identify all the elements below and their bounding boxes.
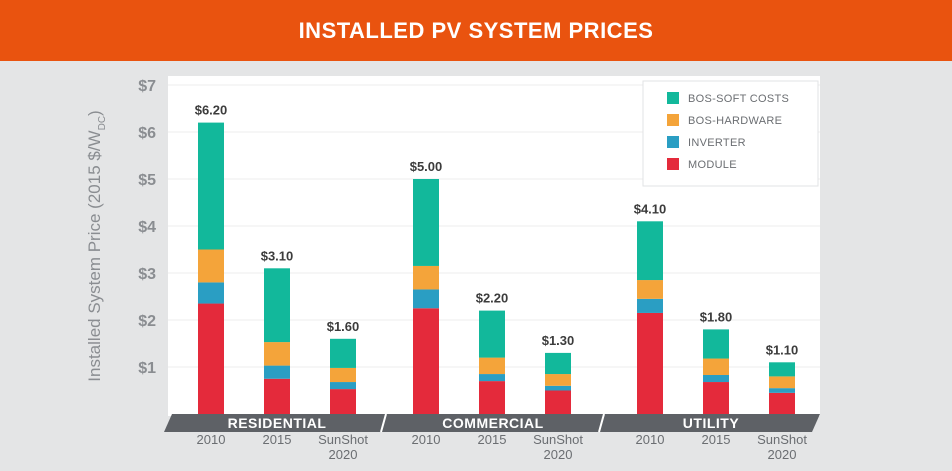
inverter-segment [769, 388, 795, 393]
module-segment [769, 392, 795, 414]
x-tick-label: 2020 [329, 447, 358, 462]
title-banner: INSTALLED PV SYSTEM PRICES [0, 0, 952, 61]
category-band: RESIDENTIAL COMMERCIAL UTILITY [164, 413, 820, 433]
bos-soft-costs-segment [545, 352, 571, 375]
category-label: COMMERCIAL [442, 415, 543, 431]
bos-hardware-segment [637, 280, 663, 299]
x-tick-label: 2015 [702, 432, 731, 447]
bar-total-label: $2.20 [476, 291, 509, 306]
inverter-segment [545, 385, 571, 391]
module-segment [703, 382, 729, 414]
y-axis-label-main: Installed System Price (2015 $/W [85, 130, 104, 381]
bos-soft-costs-segment [330, 338, 356, 368]
legend-swatch [667, 158, 679, 170]
bos-hardware-segment [769, 376, 795, 389]
module-segment [637, 312, 663, 414]
bos-soft-costs-segment [703, 329, 729, 359]
legend-swatch [667, 114, 679, 126]
bos-soft-costs-segment [769, 362, 795, 377]
module-segment [198, 303, 224, 414]
bar-total-label: $5.00 [410, 159, 443, 174]
category-band-background [164, 414, 820, 432]
module-segment [264, 378, 290, 414]
bar-total-label: $1.30 [542, 333, 575, 348]
inverter-segment [637, 298, 663, 313]
x-tick-label: 2010 [412, 432, 441, 447]
x-tick-label: SunShot [533, 432, 583, 447]
bos-hardware-segment [545, 374, 571, 386]
bos-soft-costs-segment [637, 221, 663, 281]
y-axis-ticks: $1 $2 $3 $4 $5 $6 $7 [138, 78, 156, 377]
y-tick-label: $4 [138, 219, 156, 236]
stacked-bar-chart: $1 $2 $3 $4 $5 $6 $7 Installed System Price (2… [0, 61, 952, 471]
x-tick-label: SunShot [318, 432, 368, 447]
legend-label: MODULE [688, 159, 737, 171]
y-tick-label: $2 [138, 313, 156, 330]
legend: BOS-SOFT COSTS BOS-HARDWARE INVERTER MODULE [642, 80, 819, 187]
y-tick-label: $1 [138, 360, 156, 377]
legend-swatch [667, 136, 679, 148]
legend-label: INVERTER [688, 137, 746, 149]
module-segment [330, 389, 356, 414]
module-segment [479, 381, 505, 414]
legend-label: BOS-HARDWARE [688, 115, 782, 127]
bos-soft-costs-segment [198, 122, 224, 250]
inverter-segment [479, 374, 505, 382]
bos-hardware-segment [264, 342, 290, 366]
chart-title: INSTALLED PV SYSTEM PRICES [298, 17, 654, 43]
x-tick-label: 2015 [478, 432, 507, 447]
bos-soft-costs-segment [479, 310, 505, 358]
y-axis-label-subscript: DC [97, 116, 108, 130]
module-segment [413, 308, 439, 414]
bar-total-label: $6.20 [195, 103, 228, 118]
y-tick-label: $5 [138, 172, 156, 189]
inverter-segment [703, 374, 729, 383]
inverter-segment [330, 382, 356, 390]
bos-hardware-segment [703, 358, 729, 375]
inverter-segment [413, 289, 439, 309]
y-tick-label: $6 [138, 125, 156, 142]
y-axis-label-close: ) [85, 110, 104, 116]
bar-total-label: $1.80 [700, 309, 733, 324]
x-tick-label: SunShot [757, 432, 807, 447]
bos-hardware-segment [198, 249, 224, 283]
bos-soft-costs-segment [264, 268, 290, 343]
y-tick-label: $3 [138, 266, 156, 283]
y-tick-label: $7 [138, 78, 156, 95]
bos-soft-costs-segment [413, 179, 439, 266]
bar-total-label: $3.10 [261, 248, 294, 263]
inverter-segment [264, 365, 290, 379]
legend-label: BOS-SOFT COSTS [688, 93, 789, 105]
inverter-segment [198, 282, 224, 304]
bos-hardware-segment [479, 357, 505, 375]
category-divider [380, 413, 387, 433]
y-axis-label: Installed System Price (2015 $/WDC) [85, 110, 108, 381]
bar-total-label: $1.60 [327, 319, 360, 334]
category-label: RESIDENTIAL [228, 415, 327, 431]
x-tick-label: 2020 [544, 447, 573, 462]
x-tick-label: 2015 [263, 432, 292, 447]
bos-hardware-segment [413, 265, 439, 290]
bars: $6.20 $3.10 $1.60 $5.00 $2.20 $1.30 $4.10 $1.80… [195, 103, 799, 414]
x-tick-label: 2010 [636, 432, 665, 447]
x-tick-label: 2020 [768, 447, 797, 462]
category-divider [598, 413, 605, 433]
bos-hardware-segment [330, 367, 356, 383]
category-label: UTILITY [683, 415, 740, 431]
x-tick-label: 2010 [197, 432, 226, 447]
bar-total-label: $4.10 [634, 201, 667, 216]
module-segment [545, 390, 571, 414]
legend-swatch [667, 92, 679, 104]
bar-total-label: $1.10 [766, 342, 799, 357]
